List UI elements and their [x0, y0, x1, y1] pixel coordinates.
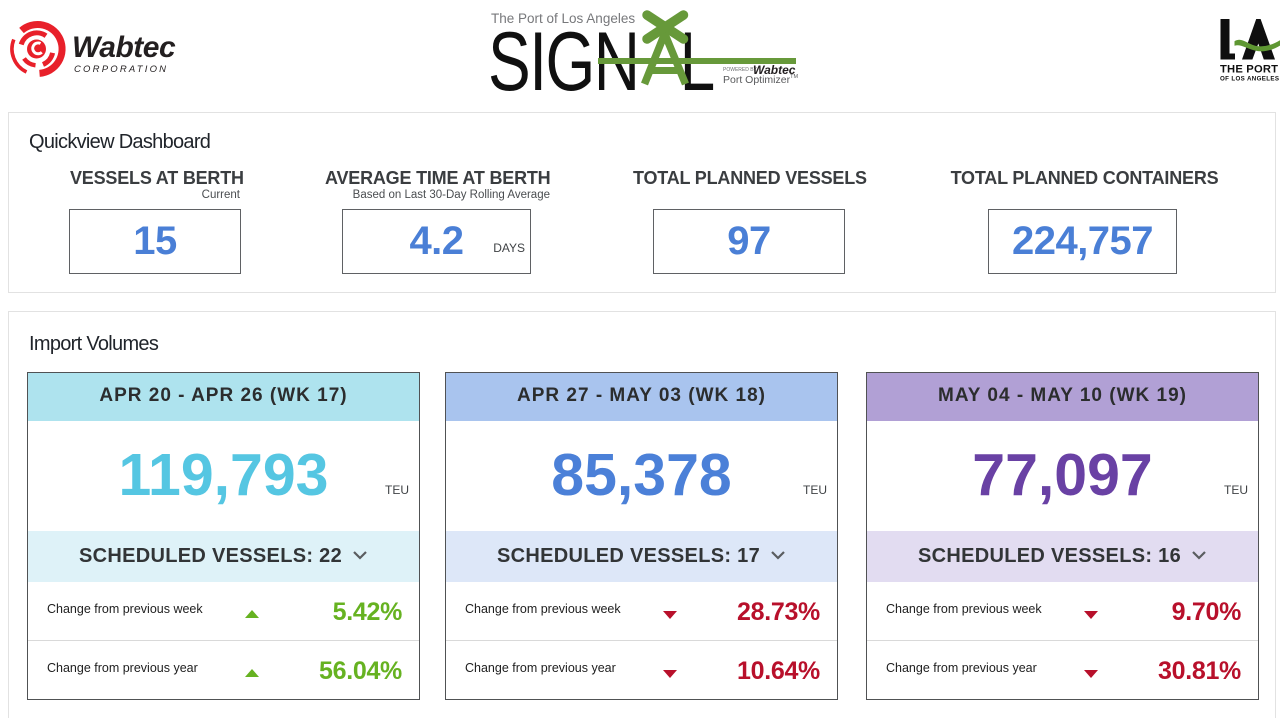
svg-text:THE PORT: THE PORT: [1220, 64, 1278, 76]
svg-text:OF LOS ANGELES: OF LOS ANGELES: [1220, 76, 1279, 83]
